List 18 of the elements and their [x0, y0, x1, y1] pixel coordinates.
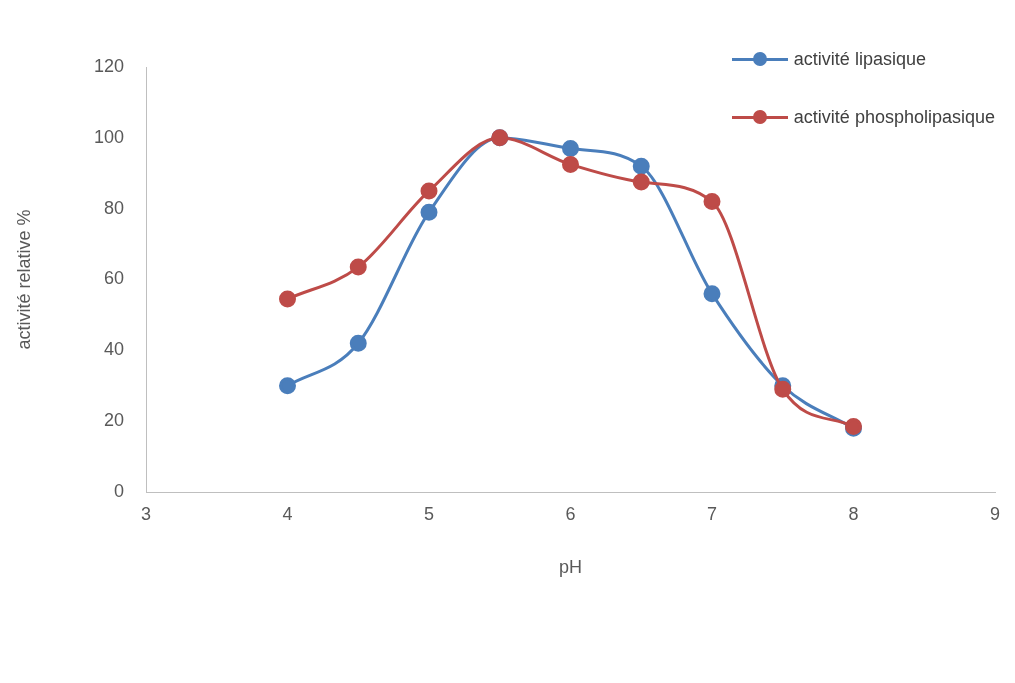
- y-tick-label: 0: [113, 480, 124, 501]
- x-tick-label: 6: [565, 503, 576, 524]
- y-tick-label: 20: [103, 410, 124, 431]
- x-tick-label: 4: [282, 503, 293, 524]
- x-tick-label: 3: [140, 503, 152, 524]
- y-tick-label: 80: [103, 197, 124, 218]
- y-tick-label: 120: [93, 55, 124, 76]
- legend-label: activité phospholipasique: [793, 106, 995, 128]
- x-tick-label: 9: [989, 503, 1001, 524]
- legend-label: activité lipasique: [793, 48, 926, 70]
- x-axis-title: pH: [558, 557, 583, 578]
- y-tick-label: 40: [103, 339, 124, 360]
- y-tick-label: 60: [103, 268, 124, 289]
- y-tick-label: 100: [93, 126, 124, 147]
- x-tick-label: 7: [706, 503, 718, 524]
- x-tick-label: 8: [848, 503, 859, 524]
- y-axis-title: activité relative %: [13, 209, 34, 350]
- x-tick-label: 5: [423, 503, 435, 524]
